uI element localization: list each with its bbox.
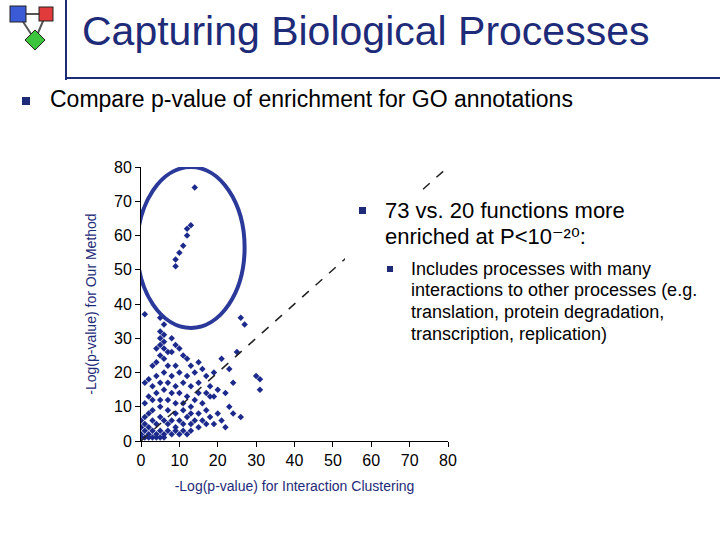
svg-text:50: 50 <box>114 261 132 278</box>
html-text:Includes processes with many i: Includes processes with many interaction… <box>411 258 698 344</box>
svg-text:60: 60 <box>362 452 380 469</box>
svg-text:-Log(p-value) for Interaction: -Log(p-value) for Interaction Clustering <box>175 478 415 494</box>
svg-text:-Log(p-value) for Our Method: -Log(p-value) for Our Method <box>83 213 99 394</box>
svg-text:10: 10 <box>114 398 132 415</box>
html-text:Capturing Biological Processes: Capturing Biological Processes <box>82 8 650 54</box>
svg-text:80: 80 <box>439 452 457 469</box>
svg-text:20: 20 <box>209 452 227 469</box>
svg-text:70: 70 <box>114 193 132 210</box>
html-text:73 vs. 20 functions more enric: 73 vs. 20 functions more enriched at P<1… <box>385 198 625 250</box>
svg-text:10: 10 <box>170 452 188 469</box>
svg-text:60: 60 <box>114 227 132 244</box>
svg-text:30: 30 <box>247 452 265 469</box>
svg-text:80: 80 <box>114 159 132 176</box>
svg-text:40: 40 <box>114 296 132 313</box>
svg-text:30: 30 <box>114 330 132 347</box>
svg-text:70: 70 <box>401 452 419 469</box>
html-text:Compare p-value of enrichment: Compare p-value of enrichment for GO ann… <box>50 86 573 112</box>
svg-text:0: 0 <box>137 452 146 469</box>
svg-text:50: 50 <box>324 452 342 469</box>
svg-text:0: 0 <box>123 433 132 450</box>
svg-text:40: 40 <box>286 452 304 469</box>
svg-text:20: 20 <box>114 364 132 381</box>
